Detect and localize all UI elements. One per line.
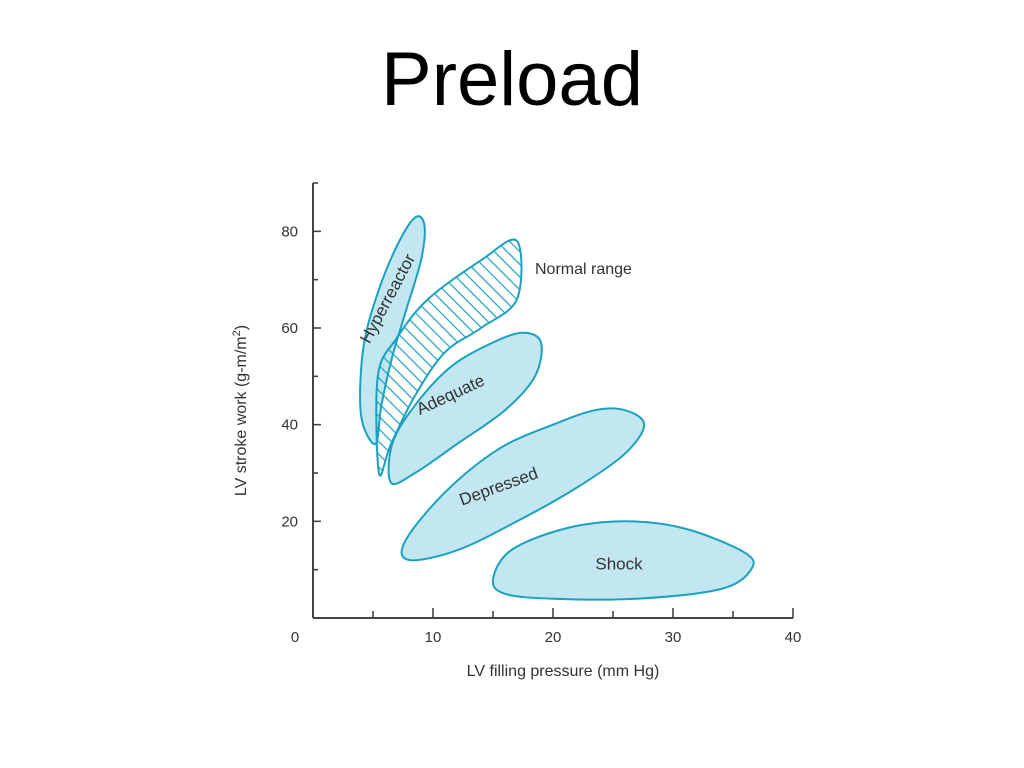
slide-title: Preload [381,37,643,122]
y-axis-label-sup: 2 [231,330,243,336]
regions-layer [359,215,755,601]
y-tick-label: 40 [281,417,298,434]
region-normal-range [375,238,523,477]
x-axis-label: LV filling pressure (mm Hg) [467,663,660,680]
y-tick-label: 60 [281,320,298,337]
x-tick-label: 20 [545,629,562,646]
x-tick-label: 30 [665,629,682,646]
axes-layer: 0 10 20 30 40 20 40 60 80 [281,182,802,646]
x-tick-label: 40 [785,629,802,646]
y-tick-label: 20 [281,513,298,530]
region-depressed [400,407,646,562]
x-tick-label: 0 [291,629,299,646]
y-axis-label-main: LV stroke work (g-m/m [233,336,250,496]
x-tick-label: 10 [425,629,442,646]
region-adequate [387,331,543,486]
normal-range-callout: Normal range [535,261,632,278]
y-tick-label: 80 [281,223,298,240]
region-label-shock: Shock [595,554,643,573]
region-shock [491,520,755,601]
y-axis-label: LV stroke work (g-m/m2) [231,325,250,496]
y-axis-label-tail: ) [233,325,250,330]
